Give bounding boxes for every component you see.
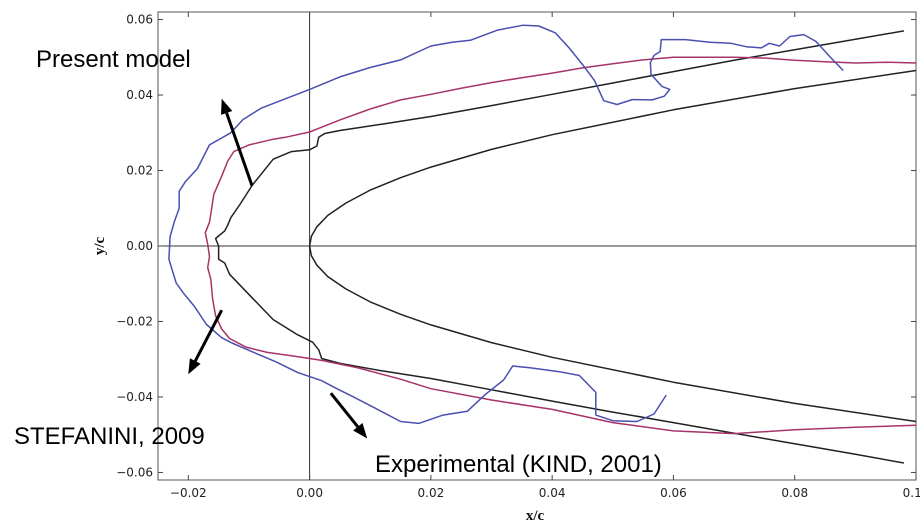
y-tick-label: −0.02: [116, 314, 153, 328]
annotation-arrows: [188, 98, 368, 439]
annotation-stefanini: STEFANINI, 2009: [14, 423, 205, 450]
y-tick-label: −0.04: [116, 390, 153, 404]
x-tick-label: −0.02: [170, 486, 207, 500]
series-line-2: [214, 30, 905, 464]
series-line-3: [204, 56, 917, 435]
annotation-experimental: Experimental (KIND, 2001): [375, 451, 662, 478]
y-tick-label: 0.00: [126, 239, 153, 253]
annotation-arrow-shaft-1: [225, 112, 254, 187]
x-tick-label: 0.00: [296, 486, 323, 500]
annotation-present-model: Present model: [36, 46, 191, 73]
y-tick-label: 0.06: [126, 13, 153, 27]
x-tick-label: 0.02: [418, 486, 445, 500]
x-tick-label: 0.08: [781, 486, 808, 500]
y-axis-label: y/c: [92, 236, 108, 255]
y-tick-label: 0.04: [126, 88, 153, 102]
series-line-4: [168, 24, 844, 425]
series-layer: [168, 24, 917, 464]
y-tick-label: −0.06: [116, 465, 153, 479]
x-tick-label: 0.06: [660, 486, 687, 500]
annotation-arrow-head-2: [188, 358, 201, 375]
y-tick-label: 0.02: [126, 164, 153, 178]
annotation-arrow-shaft-2: [193, 309, 224, 362]
annotation-arrow-head-3: [353, 423, 368, 439]
x-tick-label: 0.10: [903, 486, 920, 500]
annotation-arrow-shaft-3: [329, 392, 359, 428]
axis-ticks: −0.02 0.00 0.02 0.04 0.06 0.08 0.10 0.06 0.04 0.0…: [116, 12, 920, 500]
annotation-arrow-head-1: [221, 98, 233, 115]
x-axis-label: x/c: [526, 508, 545, 524]
x-tick-label: 0.04: [539, 486, 566, 500]
series-line-1: [308, 69, 917, 423]
